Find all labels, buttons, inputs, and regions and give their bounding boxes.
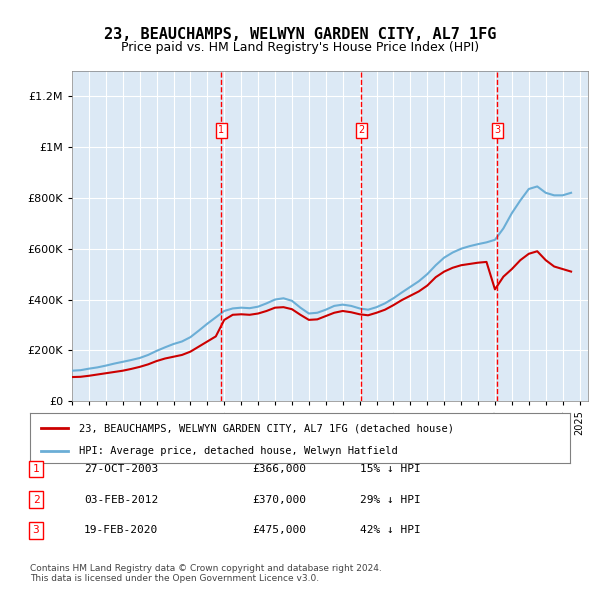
Text: 2: 2 xyxy=(32,495,40,504)
Text: 1: 1 xyxy=(218,125,224,135)
Text: HPI: Average price, detached house, Welwyn Hatfield: HPI: Average price, detached house, Welw… xyxy=(79,445,397,455)
Text: £475,000: £475,000 xyxy=(252,526,306,535)
Text: 23, BEAUCHAMPS, WELWYN GARDEN CITY, AL7 1FG (detached house): 23, BEAUCHAMPS, WELWYN GARDEN CITY, AL7 … xyxy=(79,423,454,433)
Text: Contains HM Land Registry data © Crown copyright and database right 2024.
This d: Contains HM Land Registry data © Crown c… xyxy=(30,563,382,583)
Text: 29% ↓ HPI: 29% ↓ HPI xyxy=(360,495,421,504)
Text: 19-FEB-2020: 19-FEB-2020 xyxy=(84,526,158,535)
Text: 03-FEB-2012: 03-FEB-2012 xyxy=(84,495,158,504)
Text: 42% ↓ HPI: 42% ↓ HPI xyxy=(360,526,421,535)
Text: £370,000: £370,000 xyxy=(252,495,306,504)
Text: Price paid vs. HM Land Registry's House Price Index (HPI): Price paid vs. HM Land Registry's House … xyxy=(121,41,479,54)
Text: 3: 3 xyxy=(494,125,500,135)
Text: 3: 3 xyxy=(32,526,40,535)
Text: 1: 1 xyxy=(32,464,40,474)
Text: 15% ↓ HPI: 15% ↓ HPI xyxy=(360,464,421,474)
Text: 23, BEAUCHAMPS, WELWYN GARDEN CITY, AL7 1FG: 23, BEAUCHAMPS, WELWYN GARDEN CITY, AL7 … xyxy=(104,27,496,41)
Text: £366,000: £366,000 xyxy=(252,464,306,474)
Text: 2: 2 xyxy=(358,125,364,135)
Text: 27-OCT-2003: 27-OCT-2003 xyxy=(84,464,158,474)
